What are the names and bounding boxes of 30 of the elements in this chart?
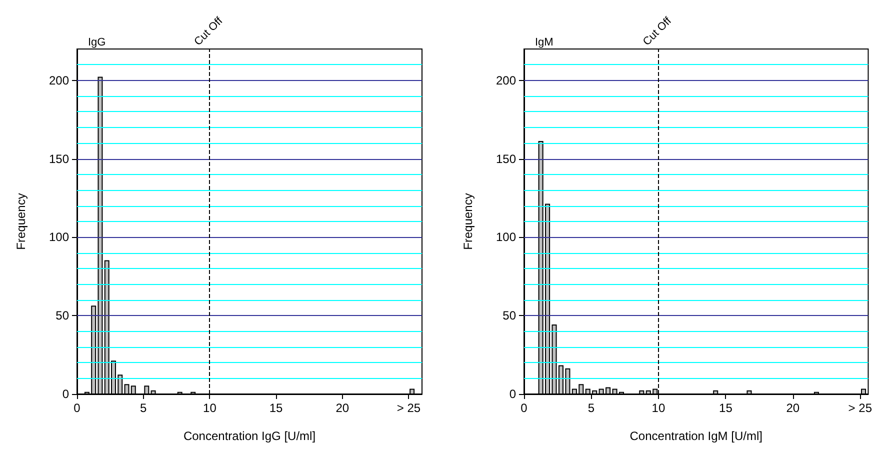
x-tick-label: 10 bbox=[652, 401, 666, 415]
y-tick-label: 100 bbox=[496, 230, 516, 244]
y-axis-title: Frequency bbox=[461, 193, 475, 250]
y-tick-label: 200 bbox=[496, 73, 516, 88]
ref-line-label: Cut Off bbox=[640, 14, 675, 48]
x-tick-label: 0 bbox=[74, 401, 81, 415]
x-tick-label: 15 bbox=[269, 401, 284, 415]
ref-line-label: Cut Off bbox=[192, 14, 226, 48]
x-axis-title: Concentration IgG [U/ml] bbox=[183, 429, 316, 443]
y-tick-label: 100 bbox=[48, 230, 70, 244]
x-tick-label: 20 bbox=[336, 401, 350, 415]
x-tick-label: 15 bbox=[719, 401, 733, 415]
y-tick-label: 200 bbox=[48, 73, 70, 88]
y-tick-label: 50 bbox=[502, 308, 516, 323]
y-tick-label: 50 bbox=[56, 308, 70, 323]
x-tick-label: 5 bbox=[588, 401, 595, 415]
x-tick-label: > 25 bbox=[848, 401, 872, 415]
chart-title: IgG bbox=[88, 36, 106, 48]
y-tick-label: 0 bbox=[509, 387, 516, 401]
x-tick-label: 5 bbox=[140, 401, 147, 415]
y-tick-label: 0 bbox=[62, 387, 70, 401]
x-axis-title: Concentration IgM [U/ml] bbox=[630, 429, 762, 443]
x-tick-label: 20 bbox=[786, 401, 800, 415]
x-tick-label: 10 bbox=[203, 401, 217, 415]
y-tick-label: 150 bbox=[48, 152, 70, 166]
x-tick-label: 0 bbox=[520, 401, 528, 415]
y-axis-title: Frequency bbox=[14, 193, 28, 250]
chart-title: IgM bbox=[535, 36, 554, 48]
x-tick-label: > 25 bbox=[396, 401, 421, 415]
y-tick-label: 150 bbox=[496, 152, 516, 166]
